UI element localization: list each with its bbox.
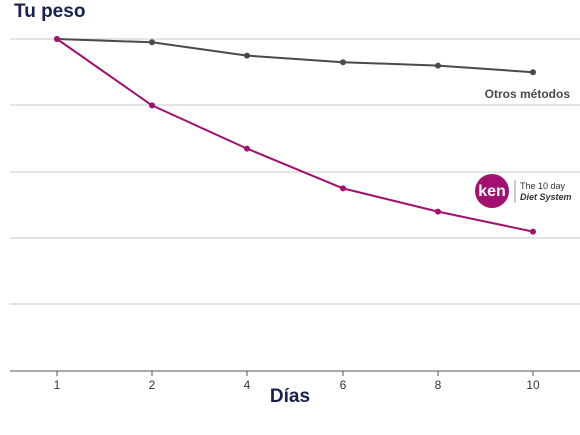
series-0-point-6 — [340, 59, 346, 66]
x-tick-label-1: 1 — [54, 378, 61, 392]
series-labels: Otros métodos — [485, 87, 571, 101]
series-0-point-8 — [435, 62, 441, 69]
series-1-point-10 — [530, 228, 536, 235]
x-tick-label-8: 8 — [435, 378, 442, 392]
series-group — [54, 36, 536, 235]
x-tick-label-10: 10 — [526, 378, 540, 392]
brand-logo: ken The 10 day Diet System — [475, 174, 572, 208]
x-tick-label-2: 2 — [149, 378, 156, 392]
series-1-point-2 — [149, 102, 155, 109]
x-tick-label-4: 4 — [244, 378, 251, 392]
chart-title: Tu peso — [14, 1, 86, 22]
series-0-point-2 — [149, 39, 155, 46]
series-1-point-4 — [244, 145, 250, 152]
grid-lines — [10, 38, 580, 305]
brand-line-1: The 10 day — [520, 181, 566, 191]
series-1-point-8 — [435, 208, 441, 215]
brand-line-2: Diet System — [520, 192, 572, 202]
series-0-point-10 — [530, 69, 536, 76]
ken-logo-circle — [475, 174, 509, 208]
x-axis-title: Días — [269, 386, 311, 407]
series-1-point-1 — [54, 36, 60, 42]
series-0-point-4 — [244, 52, 250, 59]
series-label-0: Otros métodos — [485, 87, 571, 101]
series-line-1 — [56, 38, 534, 233]
ken-logo-text: ken — [478, 183, 506, 200]
series-1-point-6 — [340, 185, 346, 192]
series-line-0 — [56, 38, 534, 74]
x-tick-label-6: 6 — [340, 378, 347, 392]
x-axis: 1 2 4 6 8 10 — [10, 370, 580, 392]
